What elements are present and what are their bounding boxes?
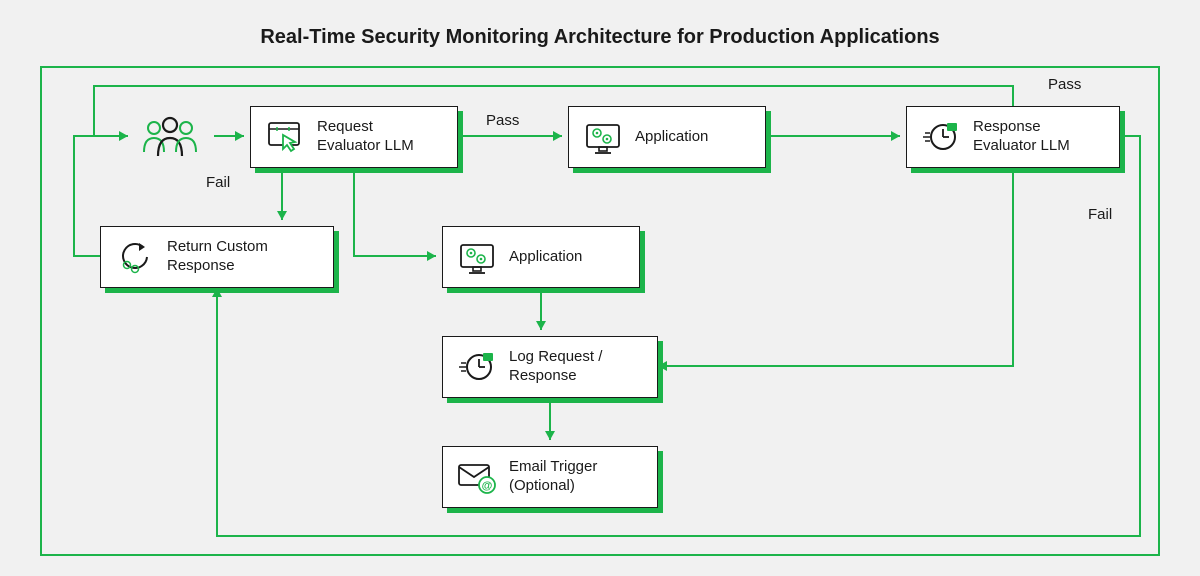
node-app_mid: Application [442,226,640,288]
monitor-icon [455,235,499,279]
node-email: @ Email Trigger(Optional) [442,446,658,508]
mail-icon: @ [455,455,499,499]
svg-text:@: @ [482,480,493,492]
node-return: Return CustomResponse [100,226,334,288]
click-icon [263,115,307,159]
node-label: Log Request /Response [509,348,602,386]
time-icon [919,115,963,159]
diagram-canvas: RequestEvaluator LLM Application Respons… [40,66,1160,556]
node-label: ResponseEvaluator LLM [973,118,1070,156]
users-icon [134,114,206,158]
node-log: Log Request /Response [442,336,658,398]
node-users [134,108,214,164]
page-title: Real-Time Security Monitoring Architectu… [0,0,1200,49]
node-label: Application [509,248,582,267]
node-app_top: Application [568,106,766,168]
node-label: Application [635,128,708,147]
edge-label: Pass [486,112,519,129]
node-label: RequestEvaluator LLM [317,118,414,156]
monitor-icon [581,115,625,159]
return-icon [113,235,157,279]
edge-label: Fail [206,174,230,191]
time-icon [455,345,499,389]
node-req_eval: RequestEvaluator LLM [250,106,458,168]
node-resp_eval: ResponseEvaluator LLM [906,106,1120,168]
node-label: Email Trigger(Optional) [509,458,597,496]
edge-label: Fail [1088,206,1112,223]
edge-label: Pass [1048,76,1081,93]
node-label: Return CustomResponse [167,238,268,276]
